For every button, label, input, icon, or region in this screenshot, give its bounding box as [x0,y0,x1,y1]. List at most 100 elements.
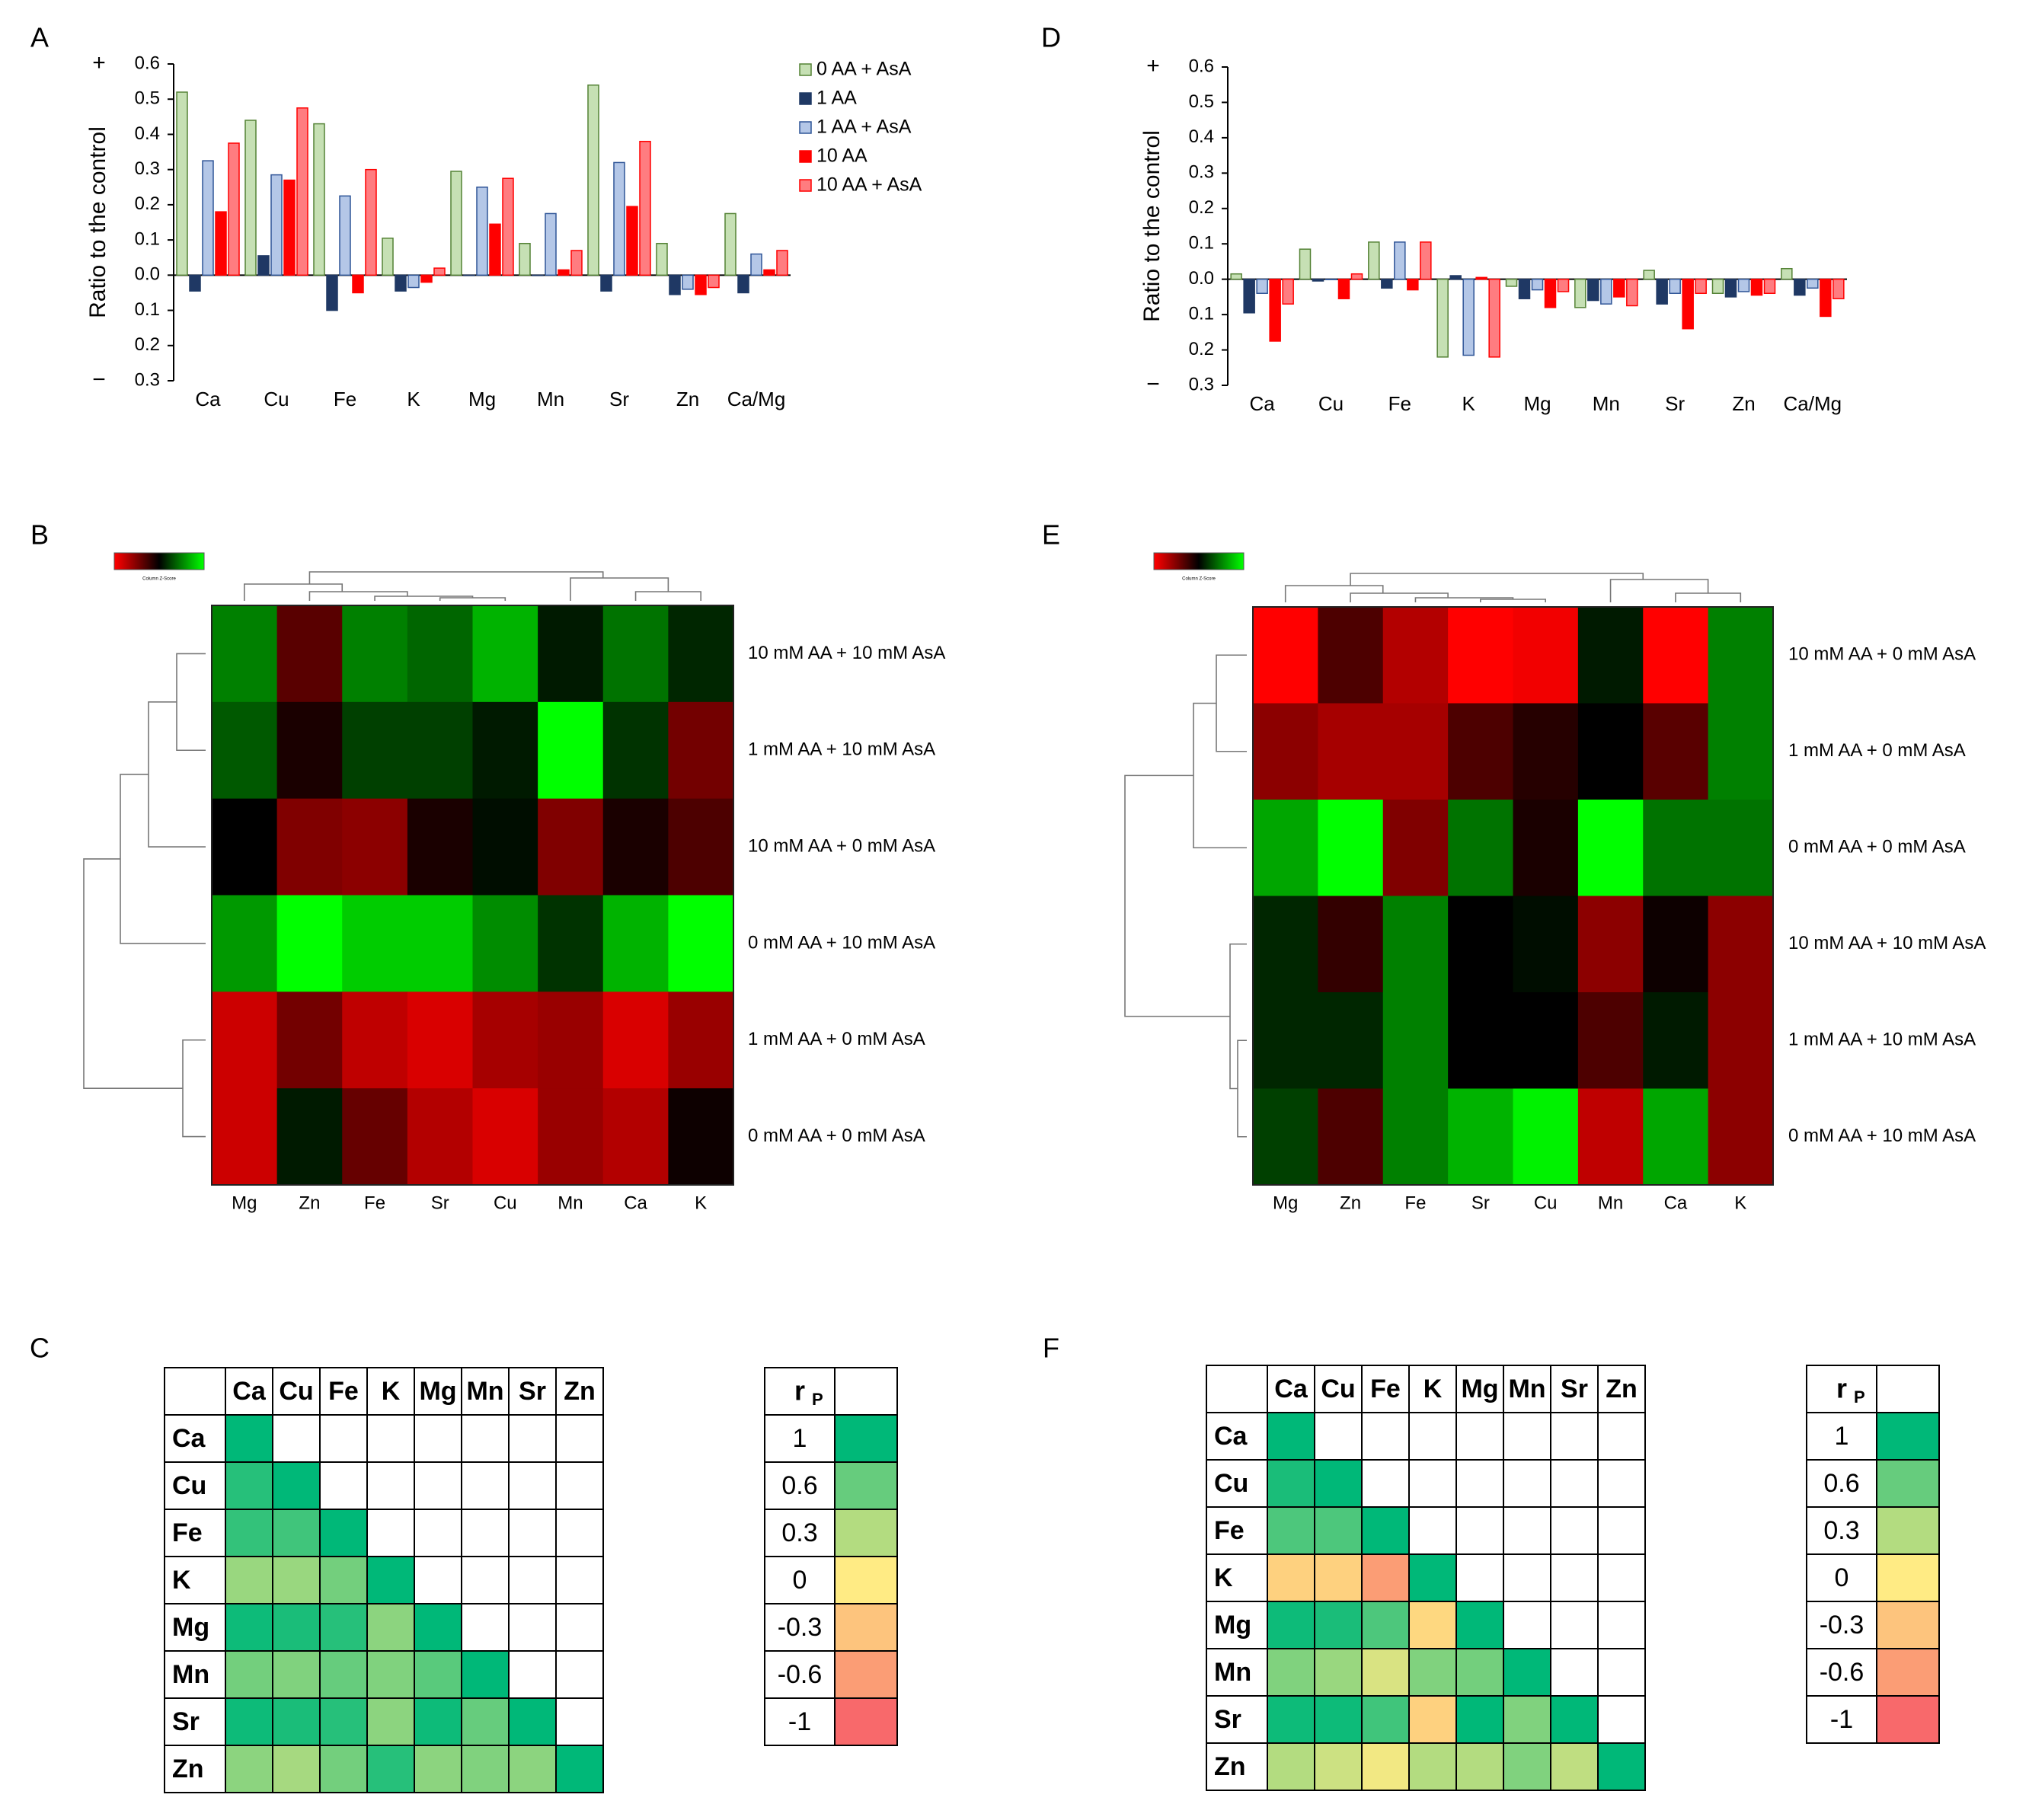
corner-cell [164,1367,226,1416]
heat-cell-0-mM-AA-+-10-mM-AsA-Fe [342,895,408,992]
heat-cell-1-mM-AA-+-0-mM-AsA-K [668,991,734,1089]
header-cell [1408,1365,1457,1413]
heat-cell-1-mM-AA-+-10-mM-AsA-Mg [1253,992,1318,1090]
legend-value: -0.3 [1820,1611,1864,1640]
bar-Mg-10-AA-+-AsA [502,177,514,276]
heat-cell-1-mM-AA-+-10-mM-AsA-Zn [276,701,343,800]
corr-cell-K-Cu [272,1556,321,1604]
color-key-segment [1211,553,1213,570]
column-header-Mg: Mg [419,1377,456,1406]
heat-cell-10-mM-AA-+-0-mM-AsA-K [1708,607,1774,704]
color-key-segment [129,553,131,570]
legend-swatch [834,1650,898,1699]
corr-cell-Mg-Fe [319,1603,368,1652]
bar-K-1-AA-+-AsA [1462,278,1475,356]
y-tick-label: 0.1 [1189,303,1214,324]
heat-cell-0-mM-AA-+-0-mM-AsA-Cu [1513,800,1579,897]
corr-cell-Mn-Mg [414,1650,462,1699]
dendrogram-branch [182,1039,206,1138]
color-key-segment [1228,553,1229,570]
heat-cell-1-mM-AA-+-0-mM-AsA-Fe [342,991,408,1089]
color-key-segment [182,553,184,570]
color-key-segment [185,553,187,570]
header-cell [1550,1365,1599,1413]
bar-Ca-10-AA-+-AsA [228,142,240,276]
corr-cell-Mg-Fe [1361,1601,1410,1649]
empty-cell [414,1414,462,1463]
header-cell [461,1367,510,1416]
empty-cell [366,1461,415,1510]
color-key-segment [1181,553,1183,570]
column-label: Ca [624,1193,647,1213]
color-key-segment [122,553,123,570]
heat-cell-10-mM-AA-+-10-mM-AsA-Ca [602,605,669,703]
color-key-segment [171,553,173,570]
legend-swatch [799,63,812,76]
heat-cell-0-mM-AA-+-10-mM-AsA-Zn [1318,1088,1384,1186]
row-header-cell [164,1603,226,1652]
corr-cell-Sr-Fe [1361,1695,1410,1744]
color-key-segment [133,553,135,570]
color-key-segment [202,553,203,570]
color-key-segment [152,553,154,570]
heat-cell-0-mM-AA-+-0-mM-AsA-Cu [472,1088,538,1186]
heat-cell-1-mM-AA-+-10-mM-AsA-K [668,701,734,800]
bar-Mg-1-AA [463,274,475,276]
row-header-Mn: Mn [1214,1658,1251,1687]
color-key-segment [1201,553,1203,570]
empty-cell [1597,1459,1646,1508]
color-key-segment [1214,553,1216,570]
bar-Ca/Mg-1-AA [737,274,749,294]
bar-Ca/Mg-0-AA-+-AsA [724,212,737,276]
corr-cell-Fe-Ca [1267,1506,1315,1555]
dendrogram-branch [176,653,206,752]
color-key-segment [1192,553,1193,570]
color-key-segment [1160,553,1161,570]
bar-Cu-10-AA [1337,278,1350,299]
color-key-segment [1200,553,1202,570]
panel-label-F: F [1043,1333,1059,1364]
corr-cell-Cu-Ca [225,1461,273,1510]
correlation-table-C: Ca Cu Fe K Mg Mn Sr Zn Ca Cu Fe K Mg Mn Sr Zn r P1 0.6 0.3 0… [164,1367,898,1793]
corr-cell-Sr-Fe [319,1697,368,1746]
column-label: K [695,1193,707,1213]
row-header-Fe: Fe [172,1518,203,1547]
heat-cell-10-mM-AA-+-10-mM-AsA-Zn [1318,896,1384,993]
color-key-segment [156,553,158,570]
color-key-segment [1232,553,1234,570]
bar-Ca/Mg-1-AA-+-AsA [1807,278,1819,289]
corr-cell-Sr-Ca [225,1697,273,1746]
row-header-cell [164,1414,226,1463]
color-key-segment [155,553,157,570]
heat-cell-10-mM-AA-+-10-mM-AsA-Fe [1382,896,1449,993]
heat-cell-0-mM-AA-+-0-mM-AsA-K [668,1088,734,1186]
header-cell [366,1367,415,1416]
correlation-table-F: Ca Cu Fe K Mg Mn Sr Zn Ca Cu Fe K Mg Mn Sr Zn r P1 0.6 0.3 0… [1206,1365,1940,1791]
bar-Ca-1-AA [1243,278,1255,314]
bar-K-10-AA-+-AsA [433,267,446,276]
legend-swatch [834,1697,898,1746]
bar-Sr-0-AA-+-AsA [1643,270,1655,280]
color-key-segment [135,553,136,570]
bar-Zn-1-AA [1724,278,1737,298]
column-header-Mn: Mn [466,1377,503,1406]
heat-cell-10-mM-AA-+-10-mM-AsA-Mg [212,605,278,703]
color-key-segment [1222,553,1224,570]
heat-cell-10-mM-AA-+-10-mM-AsA-K [668,605,734,703]
corr-cell-Zn-Zn [555,1745,604,1793]
corr-cell-Mg-Ca [1267,1601,1315,1649]
corr-cell-Mn-Ca [1267,1648,1315,1697]
color-key-segment [1176,553,1177,570]
color-key-segment [1207,553,1209,570]
color-key-segment [1230,553,1232,570]
heatmap-B: 10 mM AA + 10 mM AsA 1 mM AA + 10 mM AsA 1… [83,552,945,1213]
color-key-segment [1170,553,1171,570]
empty-cell [555,1461,604,1510]
empty-cell [1361,1459,1410,1508]
empty-cell [1503,1601,1551,1649]
color-key-segment [1163,553,1165,570]
empty-cell [1550,1553,1599,1602]
bar-Sr-10-AA-+-AsA [1695,278,1707,294]
empty-cell [461,1414,510,1463]
heat-cell-1-mM-AA-+-0-mM-AsA-Cu [472,991,538,1089]
